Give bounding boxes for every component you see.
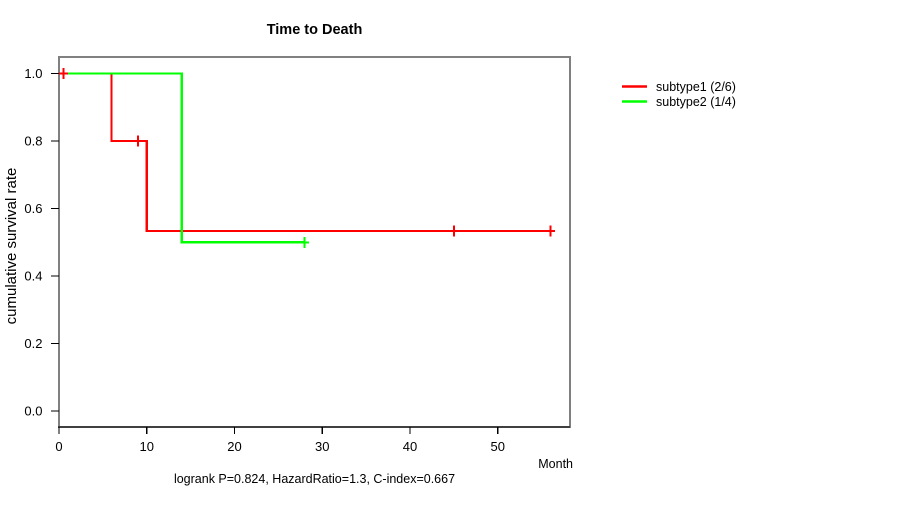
chart-title: Time to Death [267, 22, 363, 38]
x-tick-label: 0 [55, 439, 62, 454]
x-axis-label: Month [538, 457, 573, 471]
y-tick-label: 0.4 [24, 269, 42, 284]
x-tick-label: 30 [315, 439, 329, 454]
legend-label-2: subtype2 (1/4) [656, 95, 736, 109]
y-tick-label: 1.0 [24, 66, 42, 81]
x-tick-label: 50 [490, 439, 504, 454]
y-tick-label: 0.8 [24, 134, 42, 149]
footer-annotation: logrank P=0.824, HazardRatio=1.3, C-inde… [174, 472, 455, 486]
y-axis-label: cumulative survival rate [3, 168, 20, 325]
x-tick-label: 20 [227, 439, 241, 454]
plot-box [58, 56, 571, 428]
x-tick-label: 10 [140, 439, 154, 454]
series-line-2 [59, 72, 305, 244]
legend-label-1: subtype1 (2/6) [656, 80, 736, 94]
y-tick-label: 0.0 [24, 404, 42, 419]
y-tick-label: 0.6 [24, 201, 42, 216]
y-tick-label: 0.2 [24, 336, 42, 351]
series-line-1 [59, 72, 551, 233]
x-tick-label: 40 [403, 439, 417, 454]
